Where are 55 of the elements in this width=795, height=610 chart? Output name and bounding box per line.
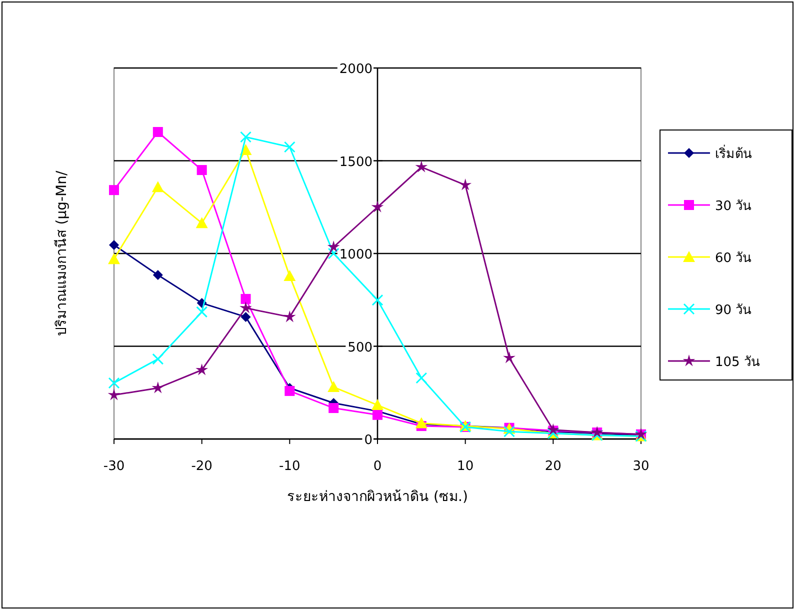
point (546, 423, 560, 436)
point (283, 310, 296, 322)
point (108, 377, 120, 389)
x-tick-label: 10 (457, 459, 474, 474)
point (372, 410, 382, 420)
y-tick-label: 0 (364, 433, 372, 448)
point (108, 253, 120, 264)
point (240, 294, 251, 304)
y-tick-label: 1000 (339, 248, 372, 262)
point (240, 302, 252, 314)
x-tick-label: 30 (632, 459, 650, 474)
point (415, 160, 428, 172)
y-axis-title: ปริมาณแมงกานีส (µg-Mn/ (54, 170, 70, 336)
point (504, 426, 515, 438)
point (196, 165, 207, 176)
y-tick-label: 500 (348, 340, 372, 356)
legend-label: 105 วัน (715, 355, 760, 370)
point (372, 294, 384, 306)
point (284, 141, 296, 153)
x-tick-label: -30 (103, 459, 125, 474)
legend-label: 90 วัน (715, 303, 752, 318)
point (328, 381, 340, 392)
point (240, 131, 252, 143)
point (284, 270, 296, 281)
point (152, 181, 164, 192)
x-axis-title: ระยะห่างจากผิวหน้าดิน (ซม.) (287, 489, 468, 505)
y-tick-label: 2000 (339, 62, 372, 77)
point (416, 372, 428, 384)
point (503, 351, 516, 364)
x-tick-label: 20 (544, 459, 562, 474)
point (284, 386, 295, 396)
point (152, 126, 163, 137)
point (372, 399, 384, 410)
legend-label: 30 วัน (715, 199, 752, 214)
point (328, 403, 339, 414)
x-tick-label: -10 (279, 459, 300, 474)
point (108, 388, 120, 400)
point (152, 353, 164, 365)
point (109, 240, 119, 250)
x-tick-label: -20 (191, 459, 212, 474)
point (328, 248, 340, 260)
y-tick-label: 1500 (339, 154, 372, 170)
x-tick-label: 0 (373, 459, 382, 474)
point (371, 200, 384, 212)
point (196, 217, 208, 228)
point (196, 363, 208, 376)
point (196, 306, 208, 318)
point (152, 381, 164, 394)
point (109, 185, 119, 196)
point (459, 178, 472, 190)
point (152, 270, 163, 280)
point (327, 240, 340, 252)
legend-label: เริ่มต้น (715, 145, 752, 162)
point (240, 312, 251, 322)
legend-label: 60 วัน (715, 251, 752, 266)
